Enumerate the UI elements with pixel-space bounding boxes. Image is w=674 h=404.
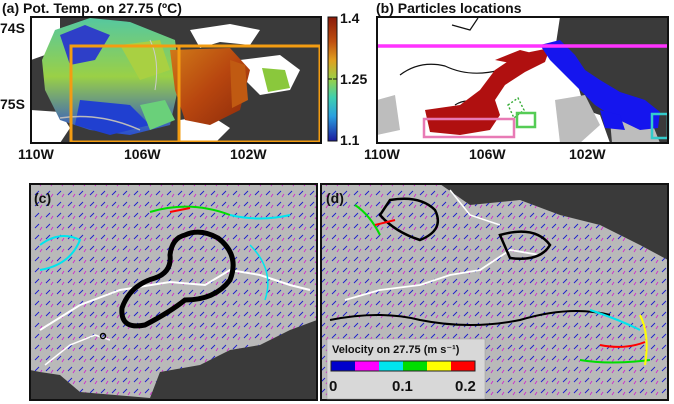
panel-b-title: (b) Particles locations [376,0,522,16]
panel-c-title: (c) [34,190,52,206]
panel-b-lon-tick-1: 110W [364,146,400,162]
velocity-legend [326,338,486,400]
panel-b-lon-tick-3: 102W [569,146,606,162]
panel-a-map [30,16,322,144]
panel-d-title: (d) [326,190,344,206]
panel-a-lat-tick-1: 74S [0,20,25,36]
panel-b-lon-tick-2: 106W [469,146,506,162]
colorbar-tick-mid: 1.25 [340,71,368,87]
velocity-legend-tick-1: 0.1 [392,378,413,395]
velocity-legend-title: Velocity on 27.75 (m s⁻¹) [332,344,460,356]
panel-a-lat-tick-2: 75S [0,96,25,112]
panel-b-map [376,16,670,144]
panel-a-title: (a) Pot. Temp. on 27.75 (ºC) [2,0,182,16]
colorbar-tick-bottom: 1.1 [340,132,360,148]
velocity-legend-tick-2: 0.2 [455,378,476,395]
panel-a-lon-tick-2: 106W [124,146,161,162]
panel-a-lon-tick-1: 110W [18,146,54,162]
panel-c-map [29,183,318,401]
velocity-legend-tick-0: 0 [329,378,338,395]
colorbar-tick-top: 1.4 [340,10,360,26]
panel-a-lon-tick-3: 102W [230,146,267,162]
